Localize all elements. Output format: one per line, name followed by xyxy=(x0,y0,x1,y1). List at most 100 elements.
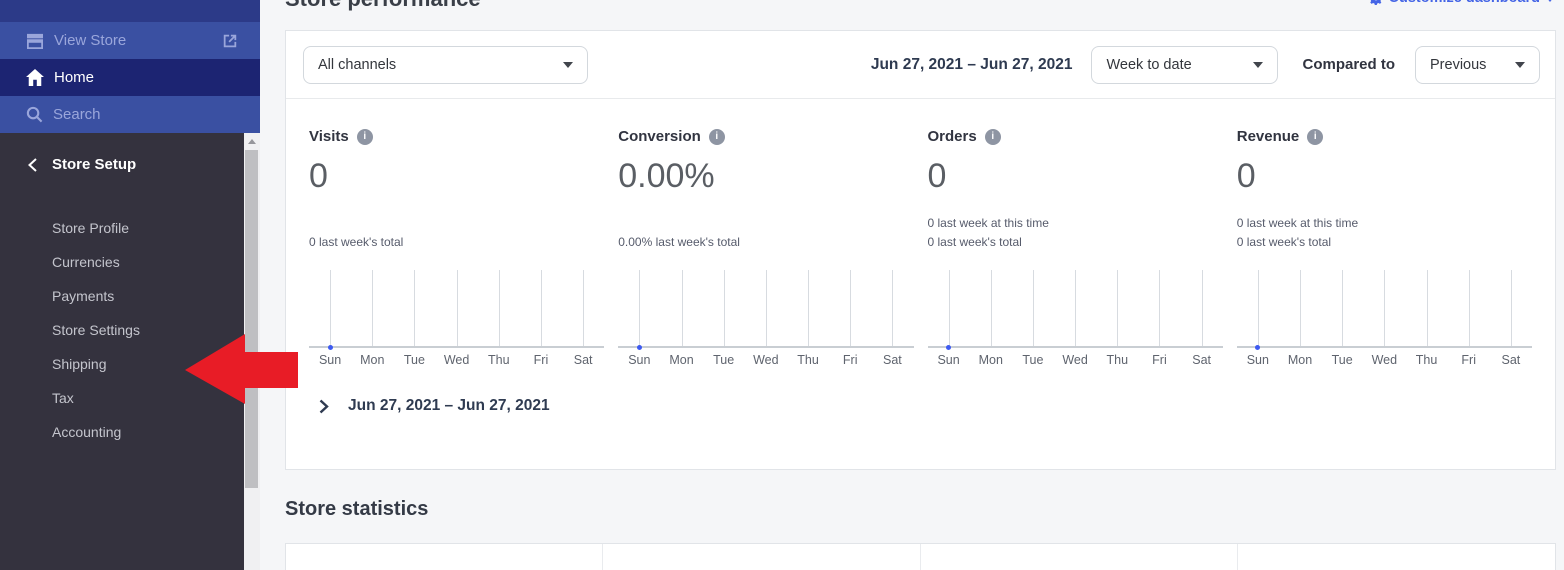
gridline-thu xyxy=(478,270,520,346)
period-select[interactable]: Week to date xyxy=(1091,45,1279,84)
info-icon[interactable]: i xyxy=(984,128,1001,145)
day-label: Sun xyxy=(318,353,342,367)
metric-value: 0 xyxy=(927,157,947,195)
day-axis-labels: Sun Mon Tue Wed Thu Fri Sat xyxy=(618,353,913,367)
metric-visits: Visits i 0 0 last week's total xyxy=(309,128,604,249)
gridline-sat xyxy=(1181,270,1223,346)
customize-dashboard-label: Customize dashboard xyxy=(1389,0,1540,6)
info-icon[interactable]: i xyxy=(708,128,725,145)
chevron-right-icon xyxy=(319,399,329,413)
metric-value: 0 xyxy=(1236,157,1256,195)
metric-subtext: 0.00% last week's total xyxy=(618,235,740,249)
metric-subtext: 0 last week's total xyxy=(1236,235,1332,249)
sidebar-item-home[interactable]: Home xyxy=(0,59,260,96)
metric-subtext-lines: 0 last week at this time 0 last week's to… xyxy=(928,205,1223,249)
gridline-wed xyxy=(1363,270,1405,346)
external-link-icon xyxy=(223,34,237,47)
sidebar-top-band xyxy=(0,0,260,22)
day-label: Wed xyxy=(443,353,470,367)
metric-subtext: 0 last week's total xyxy=(309,235,404,249)
statistic-cell xyxy=(1238,544,1555,570)
gridline-sun xyxy=(1237,270,1279,350)
home-icon xyxy=(26,69,44,86)
gridline-tue xyxy=(703,270,745,346)
day-label: Sat xyxy=(573,353,593,367)
statistic-cell xyxy=(286,544,604,570)
gridline-sat xyxy=(1490,270,1532,346)
sidebar-item-store-settings[interactable]: Store Settings xyxy=(0,313,260,347)
view-store-label: View Store xyxy=(54,32,127,49)
sidebar-scrollbar[interactable] xyxy=(244,133,260,570)
metric-label: Orders xyxy=(927,128,977,145)
scroll-up-arrow-icon xyxy=(248,138,256,144)
data-point xyxy=(1255,344,1261,350)
metric-subtext-lines: 0 last week at this time 0 last week's to… xyxy=(1237,205,1532,249)
sidebar-item-search[interactable]: Search xyxy=(0,96,260,133)
metric-subtext: 0 last week at this time xyxy=(1236,216,1359,230)
customize-dashboard-link[interactable]: Customize dashboard xyxy=(1369,0,1554,6)
date-expand-row[interactable]: Jun 27, 2021 – Jun 27, 2021 xyxy=(286,397,1555,415)
expand-row-date: Jun 27, 2021 – Jun 27, 2021 xyxy=(348,397,550,414)
gridline-sun xyxy=(928,270,970,350)
channel-select-value: All channels xyxy=(318,56,397,73)
day-axis-labels: Sun Mon Tue Wed Thu Fri Sat xyxy=(928,353,1223,367)
gridline-mon xyxy=(660,270,702,346)
metric-value: 0 xyxy=(309,157,328,195)
gridline-tue xyxy=(1321,270,1363,346)
gridline-mon xyxy=(1279,270,1321,346)
sidebar-item-label: Accounting xyxy=(52,424,122,440)
sparkline-conversion: Sun Mon Tue Wed Thu Fri Sat xyxy=(618,270,914,367)
metric-value: 0.00% xyxy=(618,157,715,195)
sparkline-orders: Sun Mon Tue Wed Thu Fri Sat xyxy=(927,270,1223,367)
metric-subtext-lines: 0.00% last week's total xyxy=(618,205,913,249)
channel-select[interactable]: All channels xyxy=(303,45,588,84)
day-axis-labels: Sun Mon Tue Wed Thu Fri Sat xyxy=(309,353,604,367)
sparkline-visits: Sun Mon Tue Wed Thu Fri Sat xyxy=(309,270,605,367)
sidebar-item-shipping[interactable]: Shipping xyxy=(0,347,260,381)
sidebar-item-tax[interactable]: Tax xyxy=(0,381,260,415)
sidebar-item-store-profile[interactable]: Store Profile xyxy=(0,211,260,245)
gridline-sun xyxy=(309,270,351,350)
day-label: Fri xyxy=(1152,353,1167,367)
scrollbar-thumb[interactable] xyxy=(245,150,258,488)
metric-subtext: 0 last week at this time xyxy=(927,216,1049,230)
gridline-tue xyxy=(393,270,435,346)
statistic-cell xyxy=(921,544,1238,570)
day-label: Wed xyxy=(1062,353,1088,367)
comparison-select[interactable]: Previous xyxy=(1415,45,1540,84)
gridline-wed xyxy=(1054,270,1096,346)
info-icon[interactable]: i xyxy=(356,128,373,145)
gridline-mon xyxy=(351,270,393,346)
gridline-sat xyxy=(562,270,604,346)
comparison-select-value: Previous xyxy=(1430,56,1487,73)
day-label: Tue xyxy=(1331,353,1353,367)
gridline-fri xyxy=(829,270,871,346)
sidebar: View Store Home Search S xyxy=(0,0,260,570)
metric-label: Revenue xyxy=(1236,128,1300,145)
store-setup-back-header[interactable]: Store Setup xyxy=(0,133,260,173)
home-label: Home xyxy=(54,69,95,86)
gridline-sun xyxy=(618,270,660,350)
day-label: Fri xyxy=(842,353,858,367)
day-label: Mon xyxy=(669,353,694,367)
gridline-thu xyxy=(787,270,829,346)
sidebar-item-currencies[interactable]: Currencies xyxy=(0,245,260,279)
gridline-sat xyxy=(871,270,913,346)
sidebar-item-payments[interactable]: Payments xyxy=(0,279,260,313)
metrics-row: Visits i 0 0 last week's total Conversio… xyxy=(286,128,1555,249)
search-label: Search xyxy=(53,106,101,123)
metric-subtext: 0 last week's total xyxy=(927,235,1022,249)
info-icon[interactable]: i xyxy=(1307,128,1324,145)
sidebar-item-label: Shipping xyxy=(52,356,107,372)
day-label: Wed xyxy=(1371,353,1398,367)
day-label: Thu xyxy=(488,353,510,367)
sidebar-item-accounting[interactable]: Accounting xyxy=(0,415,260,449)
sidebar-item-view-store[interactable]: View Store xyxy=(0,22,260,59)
metric-revenue: Revenue i 0 0 last week at this time 0 la… xyxy=(1237,128,1532,249)
store-setup-title: Store Setup xyxy=(52,156,137,173)
scroll-up-button[interactable] xyxy=(244,133,260,149)
sparkline-plot-area xyxy=(309,270,605,350)
store-performance-card: All channels Jun 27, 2021 – Jun 27, 2021… xyxy=(285,30,1556,470)
metric-label: Visits xyxy=(309,128,349,145)
day-label: Fri xyxy=(1461,353,1476,367)
